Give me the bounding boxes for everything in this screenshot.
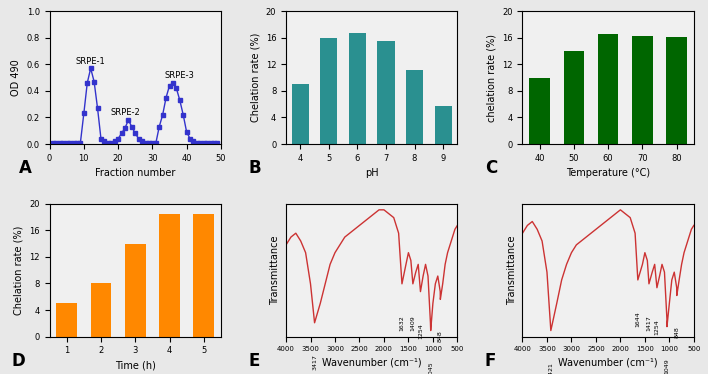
Y-axis label: chelation rate (%): chelation rate (%) [486,34,496,122]
Text: 1409: 1409 [411,315,416,331]
Bar [632,36,653,144]
Text: 1045: 1045 [428,362,433,374]
Y-axis label: Transmittance: Transmittance [507,236,517,305]
Y-axis label: Transmittance: Transmittance [270,236,280,305]
Text: SRPE-1: SRPE-1 [76,57,105,66]
X-axis label: Time (h): Time (h) [115,361,156,371]
Text: 1254: 1254 [654,319,659,335]
Bar [292,84,309,144]
Text: 3417: 3417 [312,354,317,370]
Text: 1254: 1254 [418,323,423,338]
Bar [530,78,550,144]
Text: 848: 848 [438,331,442,342]
X-axis label: pH: pH [365,168,379,178]
Bar [349,33,366,144]
Bar [193,214,214,337]
Bar [320,39,338,144]
Text: E: E [249,352,260,370]
Bar [666,37,687,144]
Text: D: D [12,352,25,370]
Bar [377,41,394,144]
Text: B: B [249,159,261,177]
Bar [125,243,146,337]
Bar [564,51,584,144]
Text: A: A [18,159,32,177]
Text: 848: 848 [674,327,679,338]
Text: 1417: 1417 [646,315,651,331]
Text: C: C [485,159,497,177]
X-axis label: Fraction number: Fraction number [95,168,176,178]
Y-axis label: Chelation rate (%): Chelation rate (%) [13,226,23,315]
Bar [406,70,423,144]
Bar [57,303,77,337]
Bar [598,34,619,144]
Text: SRPE-3: SRPE-3 [165,71,195,80]
Text: 3421: 3421 [548,362,554,374]
Bar [435,105,452,144]
Text: F: F [485,352,496,370]
X-axis label: Wavenumber (cm⁻¹): Wavenumber (cm⁻¹) [322,358,421,368]
Y-axis label: Chelation rate (%): Chelation rate (%) [250,33,260,122]
Text: 1049: 1049 [665,358,670,374]
Bar [91,283,111,337]
Bar [159,214,180,337]
Text: SRPE-2: SRPE-2 [110,108,139,117]
Text: 1632: 1632 [399,315,404,331]
Text: 1644: 1644 [635,311,640,327]
Y-axis label: OD 490: OD 490 [11,59,21,96]
X-axis label: Wavenumber (cm⁻¹): Wavenumber (cm⁻¹) [559,358,658,368]
X-axis label: Temperature (°C): Temperature (°C) [566,168,650,178]
